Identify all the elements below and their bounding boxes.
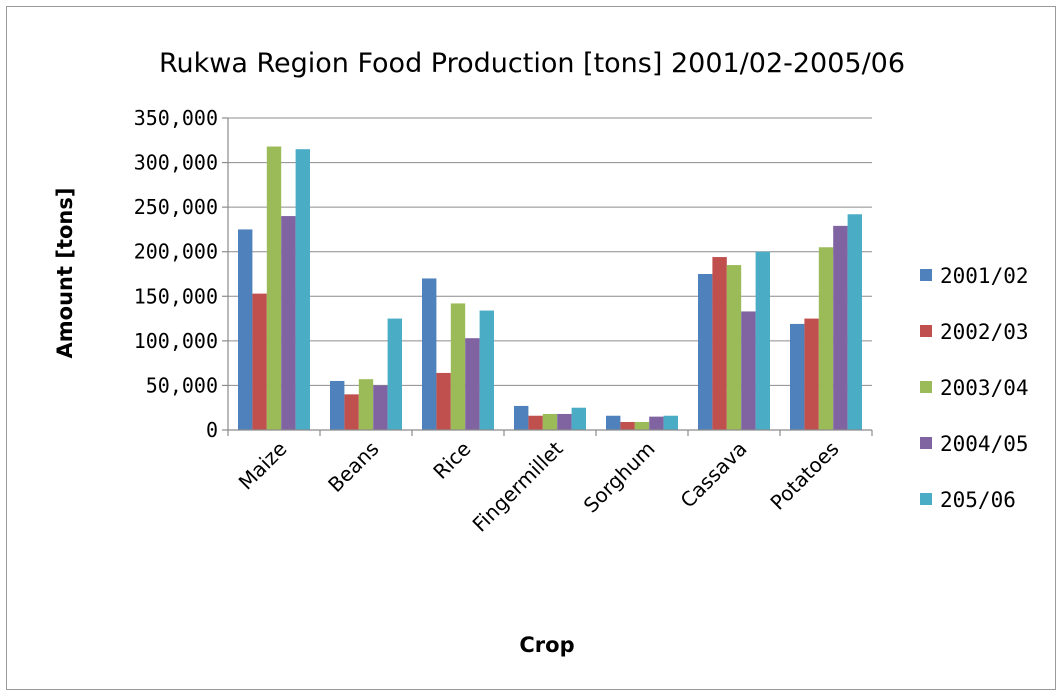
axes xyxy=(227,118,873,436)
bar-beans-2004-05 xyxy=(373,385,388,430)
y-tick-label: 350,000 xyxy=(134,106,218,130)
legend-swatch xyxy=(920,437,932,449)
bar-beans-2002-03 xyxy=(344,394,359,430)
bar-potatoes-2001-02 xyxy=(790,323,805,430)
bar-maize-2002-03 xyxy=(252,293,267,430)
bar-potatoes-2002-03 xyxy=(804,318,819,430)
bar-sorghum-205-06 xyxy=(663,415,678,430)
y-axis-title: Amount [tons] xyxy=(53,188,77,359)
legend-label: 2003/04 xyxy=(940,376,1029,400)
legend-swatch xyxy=(920,493,932,505)
x-category-label: Fingermillet xyxy=(468,436,568,536)
bar-sorghum-2003-04 xyxy=(634,421,650,430)
bar-fingermillet-205-06 xyxy=(571,407,586,430)
bar-cassava-2004-05 xyxy=(741,311,756,430)
bar-rice-2001-02 xyxy=(422,278,437,430)
chart-title: Rukwa Region Food Production [tons] 2001… xyxy=(159,48,905,79)
chart-frame xyxy=(6,6,1056,690)
bar-rice-2002-03 xyxy=(436,372,451,430)
bar-beans-2001-02 xyxy=(330,380,345,430)
bar-sorghum-2004-05 xyxy=(649,416,664,430)
x-axis-title: Crop xyxy=(519,633,574,657)
y-tick-label: 150,000 xyxy=(134,284,218,308)
legend-label: 2001/02 xyxy=(940,264,1029,288)
bar-maize-2001-02 xyxy=(238,229,253,430)
bar-cassava-2001-02 xyxy=(698,274,713,430)
bar-maize-205-06 xyxy=(295,149,310,430)
bar-maize-2004-05 xyxy=(281,216,296,430)
bar-potatoes-2004-05 xyxy=(833,225,848,430)
x-category-label: Sorghum xyxy=(579,437,660,518)
gridlines xyxy=(228,117,872,386)
bar-sorghum-2001-02 xyxy=(606,415,621,430)
x-category-label: Beans xyxy=(323,437,383,497)
bar-fingermillet-2002-03 xyxy=(528,415,543,430)
legend-swatch xyxy=(920,325,932,337)
bar-cassava-2002-03 xyxy=(712,257,727,430)
bar-cassava-205-06 xyxy=(755,251,770,430)
y-axis-ticks: 0 50,000 100,000 150,000 200,000 250,000 300,0… xyxy=(134,106,228,442)
x-category-label: Maize xyxy=(234,437,292,495)
x-category-label: Rice xyxy=(428,437,475,484)
y-tick-label: 200,000 xyxy=(134,240,218,264)
bar-fingermillet-2001-02 xyxy=(514,405,529,430)
legend-swatch xyxy=(920,381,932,393)
bar-sorghum-2002-03 xyxy=(620,421,635,430)
bars xyxy=(238,146,862,431)
y-tick-label: 50,000 xyxy=(146,373,218,397)
legend-label: 205/06 xyxy=(940,488,1016,512)
bar-cassava-2003-04 xyxy=(726,265,742,430)
x-category-label: Cassava xyxy=(676,437,752,513)
bar-maize-2003-04 xyxy=(266,146,282,431)
bar-potatoes-205-06 xyxy=(847,214,862,430)
bar-fingermillet-2003-04 xyxy=(542,413,558,430)
legend-label: 2004/05 xyxy=(940,432,1029,456)
y-tick-label: 250,000 xyxy=(134,195,218,219)
bar-rice-2003-04 xyxy=(450,303,466,430)
bar-fingermillet-2004-05 xyxy=(557,413,572,430)
bar-rice-205-06 xyxy=(479,310,494,430)
legend-swatch xyxy=(920,269,932,281)
bar-rice-2004-05 xyxy=(465,338,480,430)
y-tick-label: 100,000 xyxy=(134,329,218,353)
legend-label: 2002/03 xyxy=(940,320,1029,344)
bar-potatoes-2003-04 xyxy=(818,247,834,430)
x-category-label: Potatoes xyxy=(765,437,843,515)
legend: 2001/02 2002/03 2003/04 2004/05 205/06 xyxy=(920,264,1029,512)
y-tick-label: 0 xyxy=(206,418,218,442)
bar-beans-205-06 xyxy=(387,318,402,430)
y-tick-label: 300,000 xyxy=(134,151,218,175)
bar-beans-2003-04 xyxy=(358,379,374,430)
